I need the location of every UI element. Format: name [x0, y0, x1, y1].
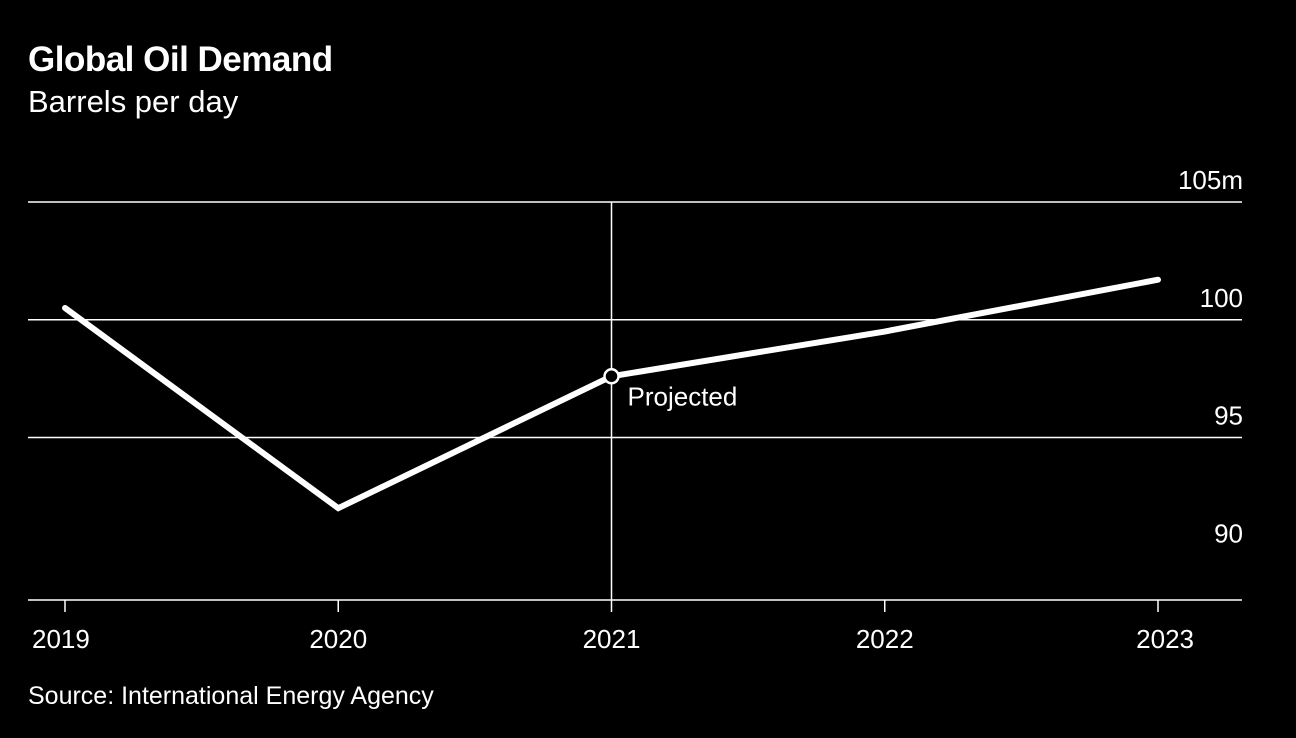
y-tick-label-100: 100 [1200, 283, 1243, 313]
x-tick-label-2020: 2020 [309, 624, 367, 654]
x-tick-label-2021: 2021 [583, 624, 641, 654]
y-tick-label-105: 105m [1178, 165, 1243, 195]
x-tick-label-2023: 2023 [1136, 624, 1194, 654]
projected-marker [603, 368, 620, 385]
source-note: Source: International Energy Agency [28, 682, 434, 710]
series-layer [62, 276, 1161, 512]
chart-title: Global Oil Demand [28, 40, 333, 79]
tick-labels: 90 95 100 105m 2019 2020 2021 2022 2023 Projected [32, 165, 1243, 654]
y-tick-label-90: 90 [1214, 518, 1243, 548]
x-tick-label-2022: 2022 [856, 624, 914, 654]
gridlines [28, 201, 1242, 439]
y-tick-label-95: 95 [1214, 401, 1243, 431]
x-tick-label-2019: 2019 [32, 624, 90, 654]
chart-subtitle: Barrels per day [28, 84, 239, 119]
x-axis [28, 599, 1242, 612]
projected-label: Projected [628, 381, 738, 411]
